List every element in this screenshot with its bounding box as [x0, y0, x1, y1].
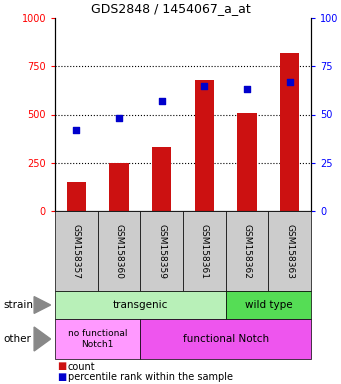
- Polygon shape: [34, 296, 50, 313]
- Text: GSM158360: GSM158360: [115, 223, 123, 278]
- Point: [74, 127, 79, 133]
- Text: no functional
Notch1: no functional Notch1: [68, 329, 128, 349]
- Bar: [237, 113, 256, 211]
- Text: functional Notch: functional Notch: [182, 334, 269, 344]
- Text: strain: strain: [3, 300, 33, 310]
- Bar: [109, 163, 129, 211]
- Text: count: count: [68, 361, 95, 371]
- Point: [244, 86, 250, 93]
- Bar: [152, 147, 171, 211]
- Text: GSM158362: GSM158362: [242, 223, 252, 278]
- Text: other: other: [3, 334, 31, 344]
- Text: ■: ■: [57, 372, 66, 382]
- Text: ■: ■: [57, 361, 66, 371]
- Polygon shape: [34, 327, 50, 351]
- Text: GDS2848 / 1454067_a_at: GDS2848 / 1454067_a_at: [91, 3, 250, 15]
- Text: wild type: wild type: [244, 300, 292, 310]
- Text: GSM158363: GSM158363: [285, 223, 294, 278]
- Point: [202, 83, 207, 89]
- Bar: [67, 182, 86, 211]
- Bar: [195, 80, 214, 211]
- Bar: [280, 53, 299, 211]
- Point: [116, 115, 122, 121]
- Point: [287, 79, 292, 85]
- Text: GSM158359: GSM158359: [157, 223, 166, 278]
- Text: percentile rank within the sample: percentile rank within the sample: [68, 372, 233, 382]
- Point: [159, 98, 164, 104]
- Text: transgenic: transgenic: [113, 300, 168, 310]
- Text: GSM158357: GSM158357: [72, 223, 81, 278]
- Text: GSM158361: GSM158361: [200, 223, 209, 278]
